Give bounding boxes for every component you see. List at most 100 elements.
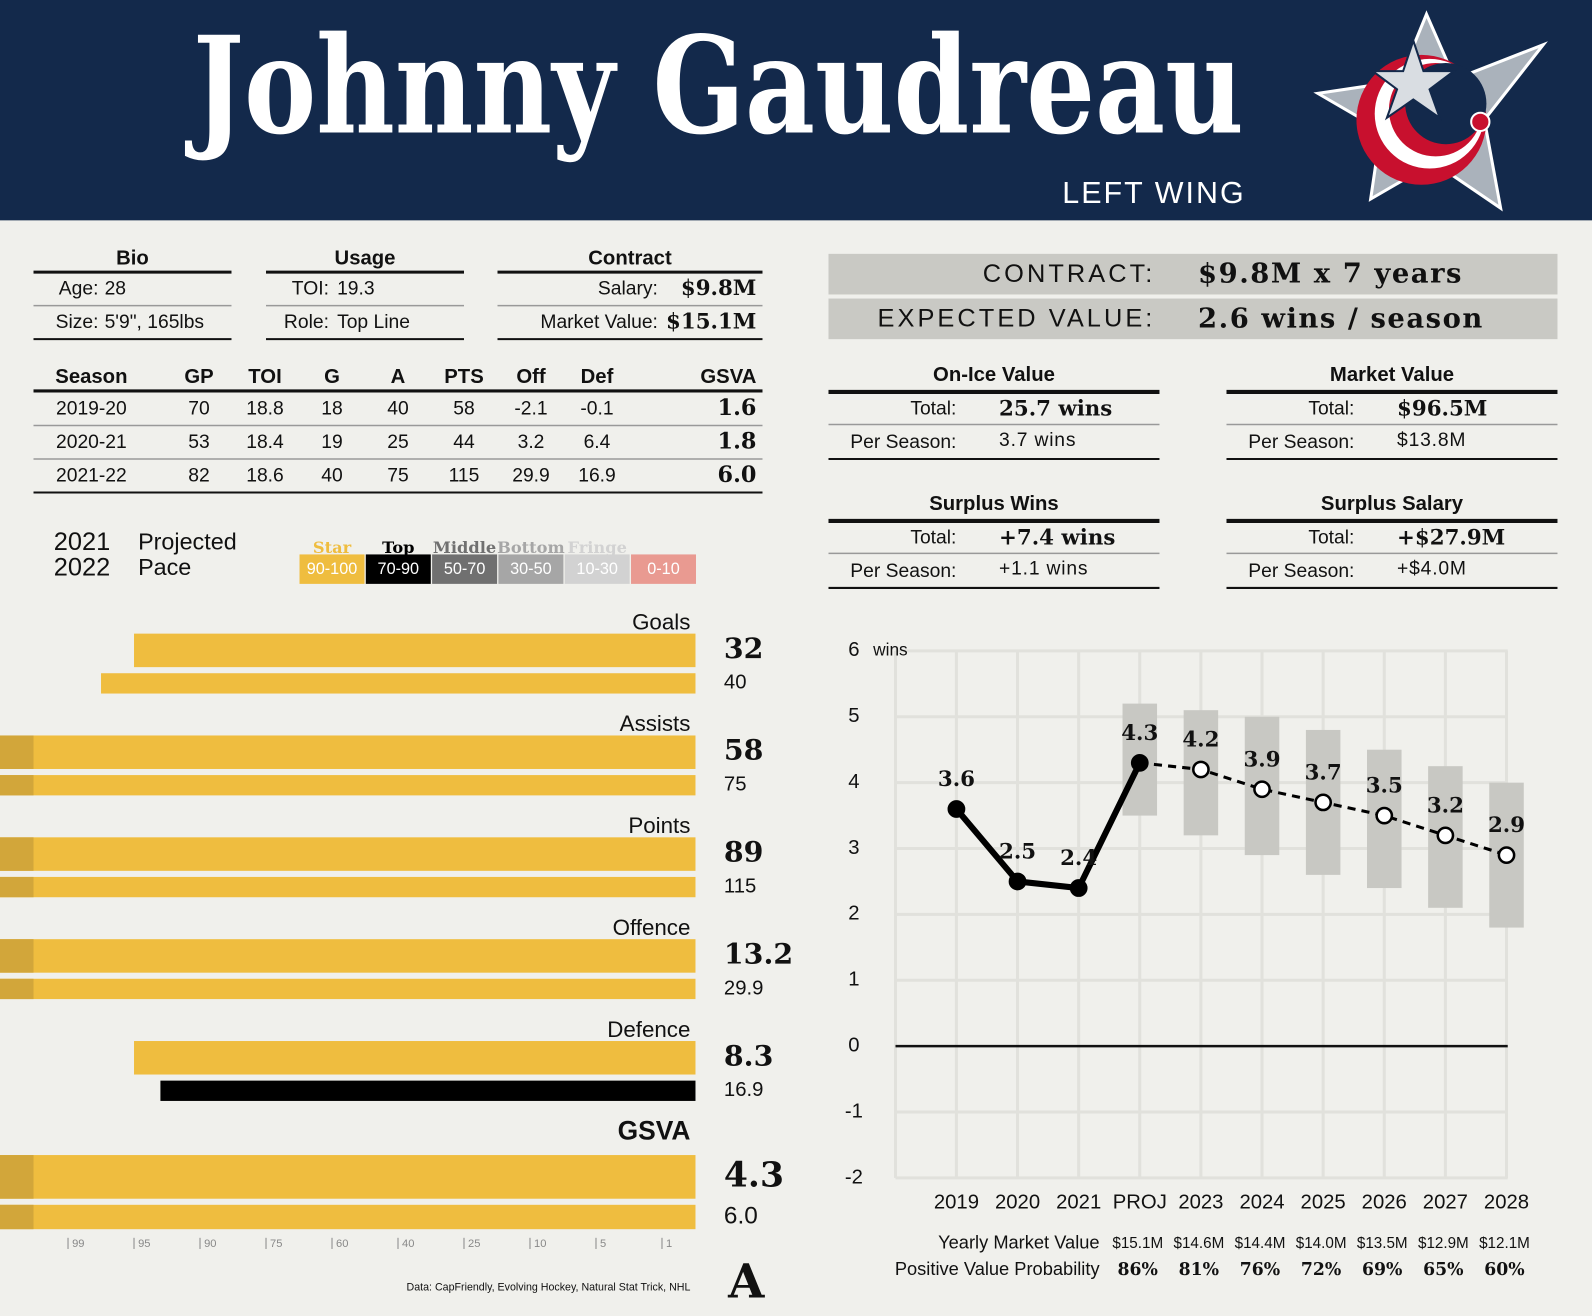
data-label: 3.9 — [1243, 747, 1280, 772]
stat-actual: 75 — [724, 774, 747, 796]
pace-bar — [0, 1204, 696, 1230]
legend-year: 2022 — [54, 553, 110, 581]
column-header: Def — [581, 366, 614, 388]
table-cell: 40 — [387, 398, 408, 419]
summary-label: EXPECTED VALUE: — [878, 305, 1156, 333]
field-label: Per Season: — [1248, 561, 1354, 582]
field-label: Role: — [284, 312, 329, 333]
section-title: Usage — [335, 247, 396, 269]
y-tick-label: 1 — [848, 969, 859, 991]
pace-bar — [0, 1155, 696, 1199]
column-header: GP — [184, 366, 213, 388]
tier-swatch — [299, 554, 365, 584]
table-cell: 29.9 — [512, 465, 550, 486]
pace-bar-cap — [0, 939, 34, 973]
tier-range: 10-30 — [576, 560, 618, 578]
data-label: 3.5 — [1366, 774, 1403, 799]
value-point — [1375, 806, 1394, 825]
pace-bar-cap — [0, 837, 34, 871]
y-tick-label: 0 — [848, 1035, 859, 1057]
x-tick-label: PROJ — [1113, 1192, 1167, 1214]
table-cell: 18.6 — [246, 465, 284, 486]
y-tick-label: 5 — [848, 705, 859, 727]
data-label: 3.7 — [1305, 760, 1342, 785]
pace-bar — [134, 633, 696, 668]
data-label: 2.9 — [1488, 813, 1525, 838]
field-label: Total: — [1308, 398, 1354, 419]
x-tick-label: 25 — [468, 1238, 480, 1250]
table-cell: 3.2 — [518, 432, 545, 453]
column-header: PTS — [444, 366, 483, 388]
x-tick-label: 5 — [600, 1238, 606, 1250]
table-cell: 6.4 — [584, 432, 611, 453]
pace-bar — [0, 978, 696, 1000]
category-label: Points — [628, 813, 690, 838]
footer-value: 86% — [1118, 1260, 1158, 1280]
legend-year: 2021 — [54, 528, 110, 556]
value-point — [1314, 793, 1333, 812]
x-tick-label: 2021 — [1056, 1192, 1101, 1214]
legend-caption: Pace — [138, 554, 191, 580]
tier-name: Star — [313, 538, 352, 557]
field-value: 19.3 — [337, 278, 375, 299]
source-note: Data: CapFriendly, Evolving Hockey, Natu… — [407, 1281, 691, 1293]
table-cell: -2.1 — [514, 398, 547, 419]
table-cell: 2019-20 — [56, 398, 127, 419]
field-value: $13.8M — [1397, 430, 1466, 451]
data-label: 2.5 — [999, 840, 1036, 865]
footer-value: 76% — [1240, 1260, 1280, 1280]
pace-bar-cap — [0, 978, 34, 1000]
field-label: Per Season: — [1248, 432, 1354, 453]
column-header: G — [324, 366, 340, 388]
tier-range: 0-10 — [647, 560, 679, 578]
category-label: Assists — [620, 711, 691, 736]
pace-bar-cap — [0, 876, 34, 898]
table-cell: 2021-22 — [56, 465, 127, 486]
field-label: Total: — [1308, 527, 1354, 548]
field-value: 28 — [105, 278, 126, 299]
pace-bar-cap — [0, 1155, 34, 1199]
team-logo — [1313, 10, 1548, 212]
x-tick-label: 2023 — [1178, 1192, 1223, 1214]
x-tick-label: 90 — [204, 1238, 216, 1250]
field-value: +$27.9M — [1397, 526, 1505, 551]
value-point — [1069, 879, 1088, 897]
value-point — [1130, 753, 1149, 772]
field-label: Total: — [910, 527, 956, 548]
stat-projected: 4.3 — [724, 1155, 784, 1195]
logo-center-star — [1369, 37, 1457, 121]
pace-bar — [134, 1041, 696, 1075]
field-label: Total: — [910, 398, 956, 419]
y-tick-label: -2 — [845, 1166, 863, 1188]
y-tick-label: 6 — [848, 639, 859, 661]
footer-value: $14.4M — [1235, 1235, 1286, 1252]
footer-value: $15.1M — [1112, 1235, 1163, 1252]
x-tick-label: 2025 — [1301, 1192, 1346, 1214]
footer-value: 69% — [1362, 1260, 1402, 1280]
player-name: Johnny Gaudreau — [185, 6, 1244, 164]
brand-logo: A — [727, 1255, 765, 1310]
x-tick-label: 60 — [336, 1238, 348, 1250]
table-cell: 82 — [188, 465, 209, 486]
field-value: 25.7 wins — [999, 397, 1112, 422]
field-label: Per Season: — [850, 561, 956, 582]
category-label: Offence — [613, 915, 691, 940]
pace-bar — [0, 939, 696, 973]
summary-value: 2.6 wins / season — [1198, 302, 1484, 334]
data-label: 2.4 — [1060, 846, 1097, 871]
footer-label: Positive Value Probability — [895, 1258, 1101, 1279]
footer-value: 81% — [1179, 1260, 1219, 1280]
stat-actual: 6.0 — [724, 1202, 758, 1229]
x-tick-label: 2028 — [1484, 1192, 1529, 1214]
y-tick-label: 4 — [848, 771, 859, 793]
value-point — [1436, 826, 1455, 845]
stat-actual: 115 — [724, 875, 756, 897]
tier-range: 70-90 — [378, 560, 420, 578]
field-value: Top Line — [337, 312, 410, 333]
stat-projected: 58 — [724, 733, 764, 767]
x-tick-label: 99 — [72, 1238, 84, 1250]
x-tick-label: 10 — [534, 1238, 546, 1250]
pace-bar — [0, 775, 696, 796]
